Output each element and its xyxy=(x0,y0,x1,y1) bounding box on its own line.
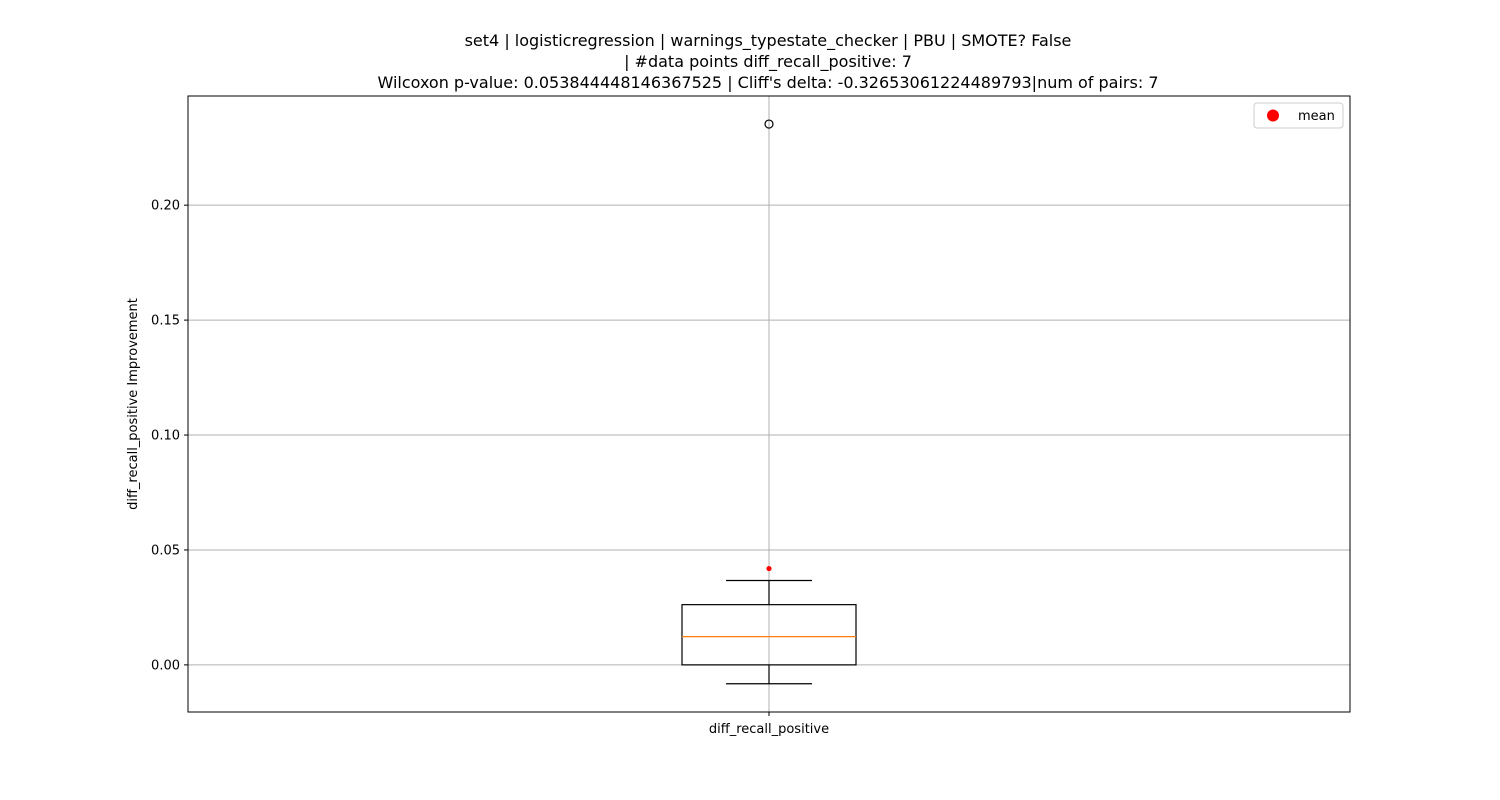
chart-title-line-1: set4 | logisticregression | warnings_typ… xyxy=(465,31,1072,51)
y-axis-ticks: 0.00 0.05 0.10 0.15 0.20 xyxy=(151,199,188,673)
box-plot-elements xyxy=(681,119,857,685)
legend: mean xyxy=(1253,102,1344,129)
y-tick-label: 0.15 xyxy=(151,314,180,329)
grid-lines xyxy=(188,96,1350,712)
x-tick-label: diff_recall_positive xyxy=(709,722,829,737)
y-tick-label: 0.20 xyxy=(151,199,180,214)
legend-mean-label: mean xyxy=(1298,109,1335,124)
chart-title-line-2: | #data points diff_recall_positive: 7 xyxy=(624,52,912,72)
x-axis-ticks: diff_recall_positive xyxy=(709,712,829,737)
outlier-point xyxy=(764,119,774,129)
y-tick-label: 0.10 xyxy=(151,429,180,444)
legend-frame xyxy=(1253,102,1344,129)
chart-title: set4 | logisticregression | warnings_typ… xyxy=(377,31,1158,92)
interquartile-box xyxy=(681,604,857,666)
chart-title-line-3: Wilcoxon p-value: 0.053844448146367525 |… xyxy=(377,73,1158,92)
y-axis-label: diff_recall_positive Improvement xyxy=(126,298,141,510)
y-tick-label: 0.05 xyxy=(151,543,180,558)
legend-mean-marker xyxy=(1267,109,1279,122)
y-tick-label: 0.00 xyxy=(151,658,180,673)
mean-point xyxy=(766,565,772,572)
